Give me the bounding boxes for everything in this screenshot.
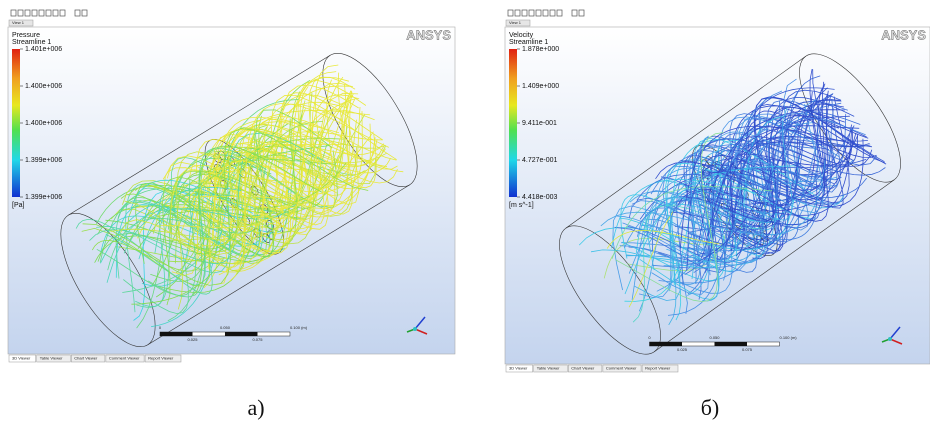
panel-caption: б) [701, 395, 720, 420]
legend-unit: [Pa] [12, 202, 25, 209]
scale-bar-fill [715, 342, 748, 346]
legend-title: Pressure [12, 32, 40, 39]
viewer-tab-label: Chart Viewer [571, 366, 595, 371]
legend-title: Velocity [509, 32, 534, 39]
triad-origin [888, 337, 892, 341]
legend-label: 1.878e+000 [522, 46, 559, 53]
scale-bar-fill [225, 332, 257, 336]
scale-label: 0.025 [187, 337, 198, 342]
viewer-tab-label: 3D Viewer [509, 366, 528, 371]
scale-label: 0.050 [709, 335, 720, 340]
legend-subtitle: Streamline 1 [509, 39, 548, 46]
scale-bar-fill [650, 342, 683, 346]
viewer-tab-label: Report Viewer [148, 356, 174, 361]
view-tab-label: View 1 [509, 20, 522, 25]
legend-label: 4.418e-003 [522, 194, 558, 201]
legend-label: 1.409e+000 [522, 83, 559, 90]
screenshot-figure: View 1ANSYSPressureStreamline 11.401e+00… [0, 0, 930, 436]
legend-label: 9.411e-001 [522, 120, 557, 127]
ansys-logo: ANSYS [406, 27, 451, 42]
scale-label: 0.025 [677, 347, 688, 352]
triad-origin [413, 327, 417, 331]
scale-label: 0.075 [742, 347, 753, 352]
viewer-tab-label: Report Viewer [645, 366, 671, 371]
viewer-tab-label: 3D Viewer [12, 356, 31, 361]
scale-bar-fill [160, 332, 193, 336]
viewer-tab-label: Chart Viewer [74, 356, 98, 361]
ansys-logo: ANSYS [881, 27, 926, 42]
legend-label: 1.399e+006 [25, 194, 62, 201]
legend-unit: [m s^-1] [509, 202, 534, 209]
viewer-tab-label: Table Viewer [537, 366, 560, 371]
legend-label: 1.400e+006 [25, 120, 62, 127]
scale-label: 0.075 [252, 337, 263, 342]
viewer-tab-label: Table Viewer [40, 356, 63, 361]
view-tab-label: View 1 [12, 20, 25, 25]
toolbar [505, 8, 930, 19]
scale-label: 0.100 (m) [290, 325, 308, 330]
legend-label: 1.401e+006 [25, 46, 62, 53]
legend-label: 1.400e+006 [25, 83, 62, 90]
scale-label: 0.050 [220, 325, 231, 330]
viewer-tab-label: Comment Viewer [109, 356, 140, 361]
legend-subtitle: Streamline 1 [12, 39, 51, 46]
legend-colorbar [509, 49, 517, 197]
legend-label: 4.727e-001 [522, 157, 558, 164]
panel-caption: a) [247, 395, 264, 420]
scale-label: 0.100 (m) [780, 335, 798, 340]
legend-colorbar [12, 49, 20, 197]
viewer-tab-label: Comment Viewer [606, 366, 637, 371]
legend-label: 1.399e+006 [25, 157, 62, 164]
